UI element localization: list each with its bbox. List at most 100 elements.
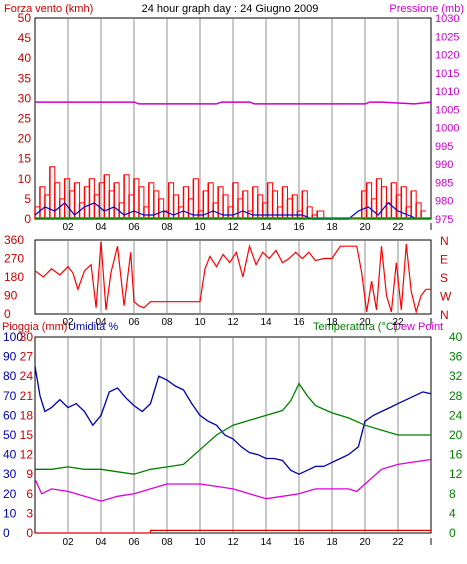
humidity-y-tick-label: 100 (3, 330, 23, 344)
temperature-y-tick-label: 24 (449, 408, 463, 422)
pressure-y-tick-label: 1000 (435, 123, 459, 135)
x-tick-label: 08 (161, 537, 173, 548)
rain-y-tick-label: 0 (26, 526, 33, 540)
x-tick-label: 22 (392, 537, 404, 548)
series-layer (34, 101, 432, 534)
x-tick-label: 04 (95, 222, 107, 233)
x-tick-label: 20 (359, 537, 371, 548)
humidity-y-tick-label: 20 (3, 487, 17, 501)
wind-y-tick-label: 40 (18, 51, 32, 65)
wind-y-tick-label: 5 (24, 192, 31, 206)
direction-compass-label: N (440, 234, 449, 248)
humidity-y-tick-label: 50 (3, 428, 17, 442)
rain-y-tick-label: 24 (20, 369, 34, 383)
grid-layer (67, 19, 399, 532)
x-tick-label: 04 (95, 537, 107, 548)
rain-y-tick-label: 3 (26, 506, 33, 520)
x-tick-label: 04 (95, 317, 107, 328)
pressure-y-tick-label: 990 (435, 159, 453, 171)
pressure-line (35, 101, 432, 105)
dewpoint-axis-title: Dew Point (393, 321, 443, 333)
wind-y-tick-label: 15 (18, 152, 32, 166)
x-tick-label: 10 (194, 317, 206, 328)
wind-y-tick-label: 10 (18, 172, 32, 186)
wind-speed-line (35, 166, 426, 220)
direction-line (34, 242, 431, 315)
wind-axis-title: Forza vento (kmh) (4, 3, 93, 15)
temperature-y-tick-label: 0 (449, 526, 456, 540)
rain-y-tick-label: 18 (20, 408, 34, 422)
x-tick-label: 02 (62, 537, 74, 548)
direction-compass-label: W (440, 290, 452, 304)
temperature-y-tick-label: 20 (449, 428, 463, 442)
x-tick-label: 20 (359, 317, 371, 328)
x-tick-label: 12 (227, 222, 239, 233)
rain-line (35, 529, 431, 534)
x-tick-label: 02 (62, 317, 74, 328)
x-tick-label: 18 (326, 222, 338, 233)
humidity-y-tick-label: 70 (3, 389, 17, 403)
direction-compass-label: N (440, 308, 449, 322)
temperature-y-tick-label: 4 (449, 506, 456, 520)
direction-y-tick-label: 270 (4, 252, 24, 266)
wind-y-tick-label: 50 (18, 11, 32, 25)
wind-average-line (34, 202, 419, 220)
x-tick-label: I (430, 537, 433, 548)
x-tick-label: 12 (227, 317, 239, 328)
wind-y-tick-label: 30 (18, 91, 32, 105)
humidity-line (34, 366, 432, 475)
temperature-line (35, 382, 431, 475)
humidity-y-tick-label: 90 (3, 350, 17, 364)
wind-y-tick-label: 35 (18, 71, 32, 85)
temperature-y-tick-label: 40 (449, 330, 463, 344)
humidity-axis-title: Umidita % (68, 321, 118, 333)
x-tick-label: 22 (392, 317, 404, 328)
humidity-y-tick-label: 80 (3, 369, 17, 383)
direction-compass-label: S (440, 271, 448, 285)
x-tick-label: 18 (326, 317, 338, 328)
wind-y-tick-label: 45 (18, 31, 32, 45)
temperature-y-tick-label: 36 (449, 350, 463, 364)
x-tick-label: I (430, 222, 433, 233)
rain-y-tick-label: 27 (20, 350, 34, 364)
x-tick-label: 02 (62, 222, 74, 233)
direction-compass-label: E (440, 253, 448, 267)
pressure-axis-title: Pressione (mb) (389, 3, 464, 15)
tick-label-layer: 02 04 06 08 10 12 14 16 18 20 22 I05101520253035404… (3, 11, 463, 548)
wind-y-tick-label: 20 (18, 132, 32, 146)
pressure-y-tick-label: 1025 (435, 31, 459, 43)
rain-y-tick-label: 6 (26, 487, 33, 501)
direction-y-tick-label: 180 (4, 270, 24, 284)
temperature-y-tick-label: 28 (449, 389, 463, 403)
wind-y-tick-label: 25 (18, 112, 32, 126)
humidity-y-tick-label: 10 (3, 506, 17, 520)
pressure-y-tick-label: 1015 (435, 68, 459, 80)
rain-y-tick-label: 12 (20, 448, 34, 462)
x-tick-label: I (430, 317, 433, 328)
temperature-y-tick-label: 8 (449, 487, 456, 501)
rain-y-tick-label: 9 (26, 467, 33, 481)
x-tick-label: 12 (227, 537, 239, 548)
x-tick-label: 10 (194, 222, 206, 233)
temperature-axis-title: Temperatura (°C) (313, 321, 397, 333)
x-tick-label: 16 (293, 537, 305, 548)
pressure-y-tick-label: 980 (435, 196, 453, 208)
humidity-y-tick-label: 30 (3, 467, 17, 481)
rain-y-tick-label: 21 (20, 389, 34, 403)
humidity-y-tick-label: 40 (3, 448, 17, 462)
rain-y-tick-label: 15 (20, 428, 34, 442)
x-tick-label: 06 (128, 537, 140, 548)
pressure-y-tick-label: 1010 (435, 86, 459, 98)
direction-y-tick-label: 0 (4, 307, 11, 321)
pressure-y-tick-label: 1020 (435, 50, 459, 62)
x-tick-label: 14 (260, 317, 272, 328)
pressure-y-tick-label: 1030 (435, 13, 459, 25)
direction-y-tick-label: 90 (4, 289, 18, 303)
humidity-y-tick-label: 60 (3, 408, 17, 422)
temperature-y-tick-label: 12 (449, 467, 463, 481)
x-tick-label: 16 (293, 317, 305, 328)
pressure-y-tick-label: 1005 (435, 104, 459, 116)
x-tick-label: 08 (161, 317, 173, 328)
